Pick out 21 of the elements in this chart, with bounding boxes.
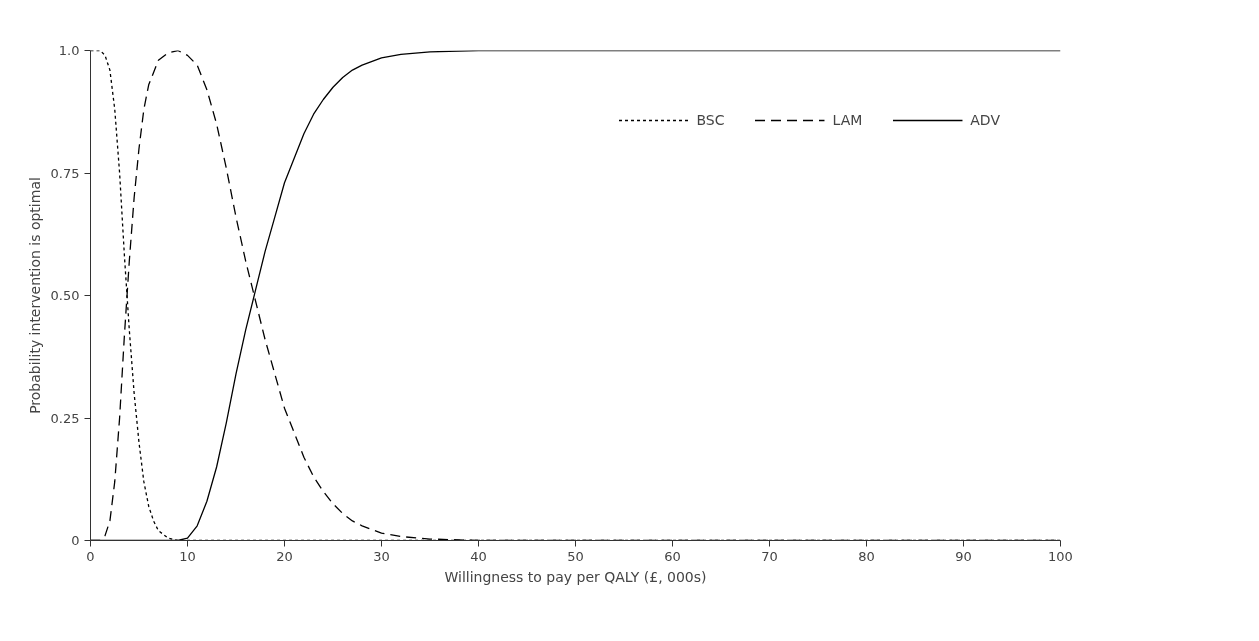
y-tick-label: 0 [71,533,80,548]
legend-label: ADV [970,112,1000,128]
x-tick-label: 0 [86,548,95,564]
y-tick-label: 1.0 [58,43,80,58]
x-tick-label: 40 [470,548,487,564]
legend-label: LAM [832,112,863,128]
x-tick-label: 10 [179,548,196,564]
y-tick-label: 0.75 [50,165,80,181]
x-tick-label: 100 [1048,548,1073,564]
x-tick-label: 30 [373,548,390,564]
x-tick-label: 60 [664,548,681,564]
x-tick-label: 70 [761,548,778,564]
x-tick-label: 80 [858,548,875,564]
y-tick-label: 0.25 [50,410,80,426]
x-tick-label: 90 [955,548,972,564]
y-axis-title: Probability intervention is optimal [26,177,43,414]
x-tick-label: 50 [567,548,584,564]
x-tick-label: 20 [276,548,293,564]
legend-label: BSC [696,112,725,128]
y-tick-label: 0.50 [50,288,80,303]
x-axis-title: Willingness to pay per QALY (£, 000s) [444,568,707,585]
